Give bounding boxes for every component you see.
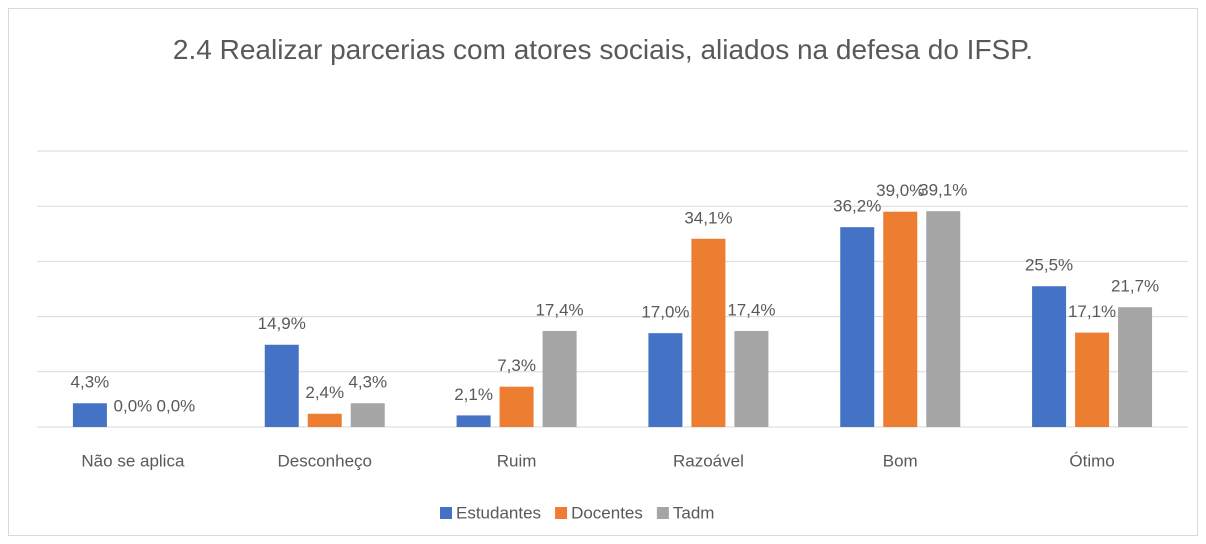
value-label: 34,1% bbox=[684, 208, 732, 227]
bar bbox=[350, 403, 385, 427]
value-label: 4,3% bbox=[71, 373, 110, 392]
bar bbox=[691, 238, 726, 427]
value-label: 17,4% bbox=[727, 300, 775, 319]
legend-swatch bbox=[555, 507, 568, 519]
bar bbox=[499, 386, 534, 427]
legend-label: Estudantes bbox=[456, 503, 541, 522]
chart-border bbox=[8, 8, 1198, 536]
legend-label: Docentes bbox=[571, 503, 643, 522]
value-label: 17,4% bbox=[535, 300, 583, 319]
bar bbox=[456, 415, 491, 427]
bar bbox=[542, 330, 577, 427]
value-label: 36,2% bbox=[833, 197, 881, 216]
bar bbox=[264, 344, 299, 427]
x-tick-label: Desconheço bbox=[277, 451, 372, 470]
value-label: 0,0% bbox=[114, 396, 153, 415]
x-tick-label: Bom bbox=[883, 451, 918, 470]
value-label: 39,0% bbox=[876, 181, 924, 200]
value-label: 0,0% bbox=[157, 396, 196, 415]
chart-title: 2.4 Realizar parcerias com atores sociai… bbox=[172, 34, 1034, 65]
value-label: 2,4% bbox=[305, 383, 344, 402]
legend-label: Tadm bbox=[673, 503, 715, 522]
value-label: 14,9% bbox=[258, 314, 306, 333]
bar bbox=[883, 211, 918, 427]
bar bbox=[1118, 307, 1153, 427]
x-tick-label: Ruim bbox=[497, 451, 537, 470]
value-label: 17,1% bbox=[1068, 302, 1116, 321]
bar bbox=[1032, 286, 1067, 427]
value-label: 17,0% bbox=[641, 303, 689, 322]
bar bbox=[840, 227, 875, 427]
bar bbox=[926, 211, 961, 427]
value-label: 4,3% bbox=[348, 373, 387, 392]
value-label: 2,1% bbox=[454, 385, 493, 404]
bar bbox=[307, 413, 342, 427]
value-label: 39,1% bbox=[919, 181, 967, 200]
value-label: 21,7% bbox=[1111, 277, 1159, 296]
bar bbox=[648, 333, 683, 427]
value-label: 25,5% bbox=[1025, 256, 1073, 275]
bar bbox=[1075, 332, 1110, 427]
x-tick-label: Razoável bbox=[673, 451, 744, 470]
bar bbox=[72, 403, 107, 427]
legend-swatch bbox=[440, 507, 452, 519]
x-tick-label: Não se aplica bbox=[81, 451, 185, 470]
x-tick-label: Ótimo bbox=[1069, 451, 1114, 470]
legend-swatch bbox=[656, 507, 669, 519]
bar bbox=[734, 330, 769, 427]
value-label: 7,3% bbox=[497, 356, 536, 375]
